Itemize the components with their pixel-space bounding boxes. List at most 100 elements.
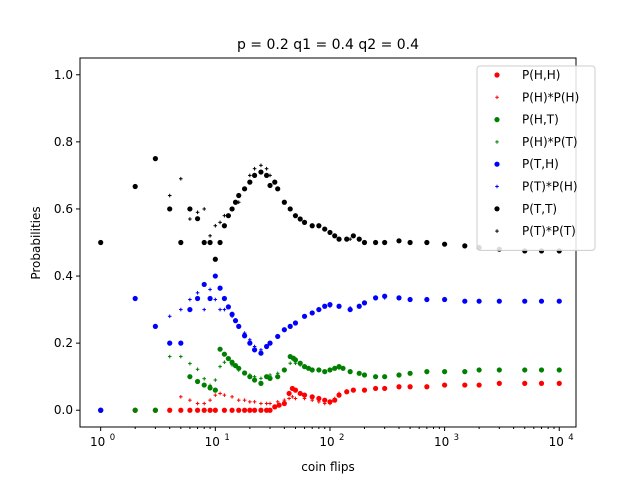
dot-marker <box>212 407 218 413</box>
legend-item: P(H,H) <box>494 68 560 82</box>
cross-marker <box>167 193 172 198</box>
dot-marker <box>496 298 502 304</box>
legend-marker <box>495 229 499 233</box>
dot-marker <box>217 346 223 352</box>
cross-marker <box>248 400 252 404</box>
cross-marker <box>179 354 183 359</box>
cross-marker <box>302 364 307 369</box>
cross-marker <box>218 220 222 225</box>
y-tick-label: 0.0 <box>54 403 73 417</box>
cross-marker <box>202 207 207 211</box>
dot-marker <box>152 323 158 329</box>
x-tick-label: 10 <box>434 435 449 449</box>
dot-marker <box>344 236 350 242</box>
dot-marker <box>322 369 328 375</box>
dot-marker <box>201 239 207 246</box>
cross-marker <box>213 393 218 397</box>
dot-marker <box>187 374 193 380</box>
dot-marker <box>322 303 328 309</box>
cross-marker <box>218 307 222 312</box>
dot-marker <box>272 404 278 410</box>
cross-marker <box>252 166 257 171</box>
cross-marker <box>344 389 349 394</box>
cross-marker <box>477 383 481 387</box>
cross-marker <box>408 371 412 376</box>
dot-marker <box>217 285 223 291</box>
dot-marker <box>232 318 239 324</box>
cross-marker <box>208 383 212 388</box>
legend-item: P(T)*P(H) <box>495 180 578 194</box>
cross-marker <box>268 173 272 178</box>
dot-marker <box>538 367 545 373</box>
dot-marker <box>221 295 228 302</box>
legend-marker <box>495 95 499 100</box>
cross-marker <box>275 371 280 376</box>
dot-marker <box>301 392 308 398</box>
dot-marker <box>267 407 273 413</box>
cross-marker <box>425 384 429 389</box>
dot-marker <box>332 233 338 239</box>
dot-marker <box>322 397 328 403</box>
cross-marker <box>222 360 227 365</box>
legend-item: P(H)*P(T) <box>495 135 578 149</box>
dot-marker <box>152 156 158 162</box>
dot-marker <box>212 273 218 279</box>
cross-marker <box>477 299 481 304</box>
cross-marker <box>462 383 467 387</box>
dot-marker <box>201 407 207 413</box>
cross-marker <box>252 374 257 379</box>
cross-marker <box>382 296 387 300</box>
cross-marker <box>208 398 212 402</box>
dot-marker <box>229 407 235 413</box>
dot-marker <box>187 407 193 413</box>
cross-marker <box>337 391 341 396</box>
dot-marker <box>267 375 273 381</box>
cross-marker <box>287 396 291 401</box>
dot-marker <box>132 183 138 190</box>
dot-marker <box>194 378 201 385</box>
cross-marker <box>362 373 367 377</box>
y-tick-label: 0.8 <box>54 135 73 149</box>
legend-item: P(H,T) <box>494 113 559 127</box>
cross-marker <box>230 395 234 399</box>
cross-marker <box>252 344 257 349</box>
dot-marker <box>267 182 273 189</box>
cross-marker <box>242 331 247 335</box>
dot-marker <box>132 407 138 413</box>
dot-marker <box>372 295 379 301</box>
cross-marker <box>293 396 298 401</box>
cross-marker <box>293 213 298 218</box>
cross-marker <box>317 223 321 228</box>
x-tick-label: 10 <box>90 435 105 449</box>
legend-marker <box>494 72 500 78</box>
dot-marker <box>194 295 201 302</box>
cross-marker <box>195 367 200 372</box>
cross-marker <box>208 287 212 292</box>
cross-marker <box>208 233 212 238</box>
dot-marker <box>350 233 356 239</box>
legend-label: P(H)*P(T) <box>522 135 578 149</box>
x-tick-exponent: 3 <box>454 433 459 443</box>
dot-marker <box>201 382 207 388</box>
cross-marker <box>442 383 447 387</box>
dot-marker <box>194 216 201 222</box>
cross-marker <box>222 213 227 218</box>
cross-marker <box>310 368 315 372</box>
cross-marker <box>202 307 207 312</box>
cross-marker <box>264 166 269 171</box>
cross-marker <box>322 401 327 406</box>
x-tick-exponent: 2 <box>339 433 344 443</box>
cross-marker <box>230 314 234 319</box>
dot-marker <box>462 243 468 249</box>
dot-marker <box>396 238 402 244</box>
y-axis: 0.0 0.2 0.4 0.6 0.8 1.0 <box>54 68 80 417</box>
dot-marker <box>236 192 242 199</box>
dot-marker <box>194 407 201 413</box>
cross-marker <box>195 401 200 406</box>
cross-marker <box>268 341 272 345</box>
dot-marker <box>263 172 270 179</box>
dot-marker <box>98 407 104 413</box>
cross-marker <box>218 391 222 396</box>
cross-marker <box>539 381 544 386</box>
dot-marker <box>258 407 264 413</box>
